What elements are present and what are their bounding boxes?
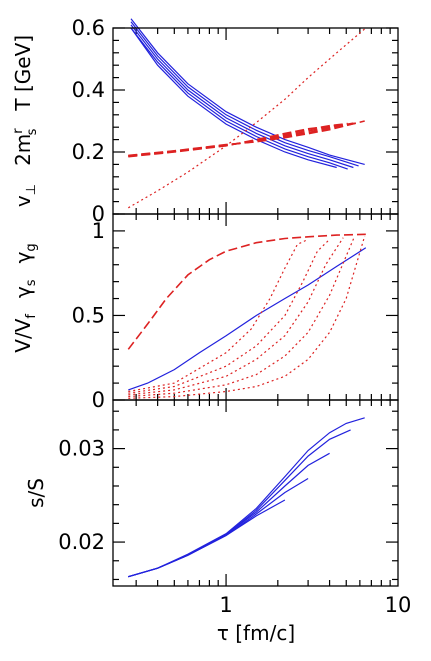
- middle-panel: 00.51 V/Vfγsγg: [11, 213, 399, 412]
- series-line: [128, 120, 365, 157]
- x-axis-title: τ [fm/c]: [217, 621, 295, 645]
- ylabel-m-sup: r: [11, 128, 26, 134]
- series-line: [130, 21, 359, 167]
- bottom-plot-area: [113, 400, 398, 586]
- ylabel-gamma-s: γ: [11, 286, 35, 298]
- top-plot-area: [113, 18, 398, 215]
- series-line: [128, 247, 367, 391]
- y-tick-label: 0.5: [72, 303, 105, 327]
- middle-panel-frame: [112, 213, 399, 401]
- bottom-y-axis-title: s/S: [24, 478, 48, 508]
- middle-y-tick-labels: 00.51: [72, 219, 105, 412]
- y-tick-label: 0: [92, 388, 105, 412]
- svg-text:V/Vfγsγg: V/Vfγsγg: [11, 243, 39, 352]
- series-line: [127, 233, 366, 350]
- y-tick-label: 0: [92, 202, 105, 226]
- ylabel-gamma-s-sub: s: [24, 279, 39, 286]
- series-line: [128, 238, 331, 394]
- y-tick-label: 0.03: [58, 437, 105, 461]
- series-line: [128, 238, 309, 393]
- bottom-panel-frame: [112, 399, 399, 587]
- svg-text:v⊥2mrsT [GeV]: v⊥ 2mrs T [GeV]: [11, 35, 40, 207]
- series-line: [130, 24, 354, 169]
- y-tick-label: 0.2: [72, 140, 105, 164]
- series-line: [128, 235, 356, 398]
- series-line: [128, 477, 309, 578]
- x-tick-labels: 1 10: [219, 593, 411, 617]
- bottom-y-tick-labels: 0.02 0.03: [58, 437, 105, 554]
- y-tick-label: 0.6: [72, 16, 105, 40]
- top-y-axis-title: v⊥ 2mrs T [GeV]: [11, 35, 40, 207]
- top-y-tick-labels: 0 0.2 0.4 0.6: [72, 16, 105, 226]
- ylabel-vvf-sub: f: [24, 314, 39, 319]
- series-line: [128, 235, 366, 399]
- ylabel-m-sub: s: [25, 128, 40, 135]
- ylabel-v: v: [11, 195, 35, 207]
- ylabel-2m: 2m: [11, 134, 35, 166]
- middle-y-axis-title: V/Vfγsγg: [11, 243, 39, 352]
- x-tick-label: 10: [385, 593, 412, 617]
- series-line: [128, 429, 351, 578]
- ylabel-v-sub: ⊥: [24, 184, 39, 195]
- top-panel: 0 0.2 0.4 0.6 v⊥ 2mrs T [GeV]: [11, 16, 399, 226]
- series-line: [128, 499, 286, 578]
- ylabel-vvf: V/V: [11, 318, 35, 352]
- series-line: [128, 452, 330, 578]
- series-line: [128, 237, 344, 396]
- ylabel-gamma-g-sub: g: [24, 243, 39, 251]
- ylabel-T: T [GeV]: [11, 35, 35, 112]
- ylabel-gamma-g: γ: [11, 251, 35, 263]
- y-tick-label: 0.4: [72, 78, 105, 102]
- series-line: [130, 18, 365, 165]
- series-line: [127, 27, 367, 209]
- series-line: [130, 27, 337, 169]
- y-tick-label: 0.02: [58, 530, 105, 554]
- x-tick-label: 1: [219, 593, 232, 617]
- series-line: [128, 417, 365, 578]
- middle-plot-area: [113, 213, 398, 401]
- series-line: [130, 27, 348, 170]
- bottom-panel: 0.02 0.03 s/S 1 10 τ [fm/c]: [24, 399, 411, 645]
- y-tick-label: 1: [92, 219, 105, 243]
